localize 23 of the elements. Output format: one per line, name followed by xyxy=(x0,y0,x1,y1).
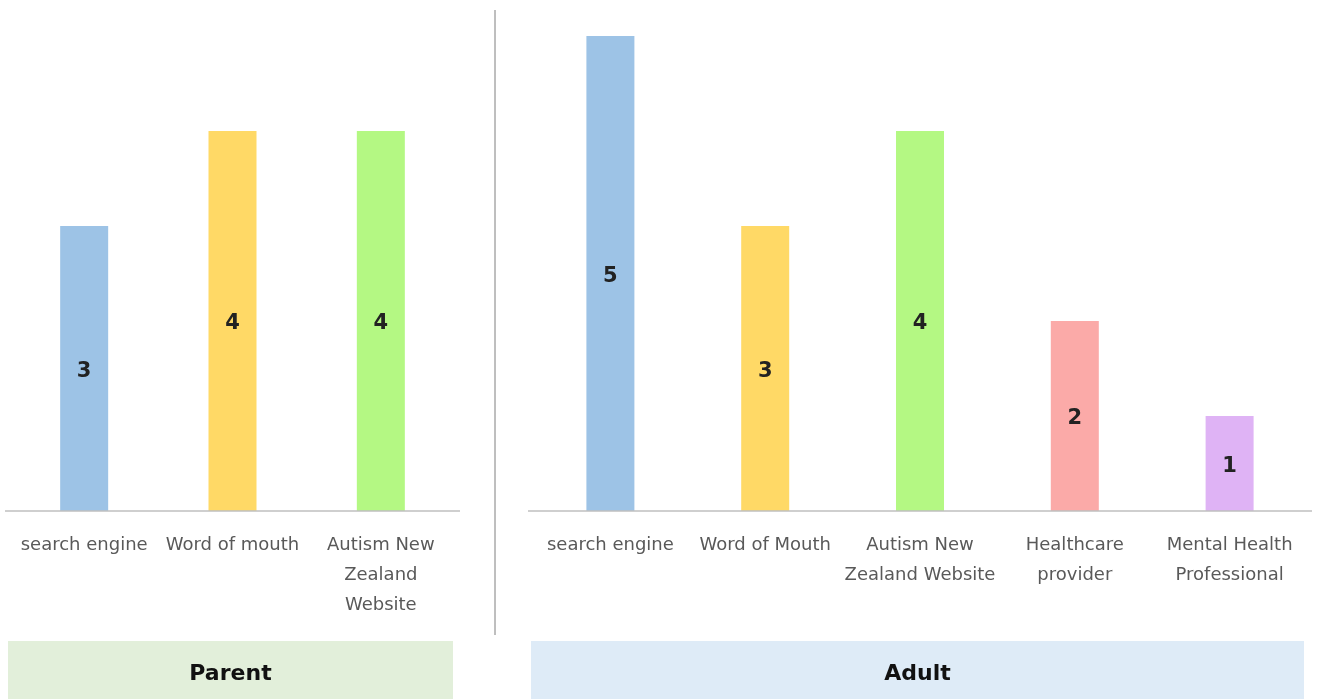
text: Parent xyxy=(189,660,273,685)
bar xyxy=(586,36,635,511)
data-label: 4 xyxy=(225,310,240,334)
data-label: 3 xyxy=(76,357,92,382)
data-label: 4 xyxy=(912,310,928,334)
x-tick-label: Mental Health Professional xyxy=(1166,533,1293,584)
bar xyxy=(1205,416,1254,511)
bar xyxy=(896,131,944,511)
data-label: 4 xyxy=(373,310,389,334)
x-tick-label: search engine xyxy=(546,533,674,554)
x-tick-label: search engine xyxy=(20,533,148,554)
bar xyxy=(1050,321,1099,511)
data-label: 2 xyxy=(1067,405,1083,429)
data-label: 3 xyxy=(757,357,773,382)
data-label: 1 xyxy=(1222,452,1237,477)
x-tick-label: Autism New Zealand Website xyxy=(844,533,996,584)
bar xyxy=(741,226,790,511)
x-tick-label: Autism New Zealand Website xyxy=(326,533,435,614)
x-tick-label: Word of mouth xyxy=(165,533,300,554)
x-tick-label: Healthcare provider xyxy=(1025,533,1124,584)
x-tick-label: Word of Mouth xyxy=(699,533,831,554)
text: Adult xyxy=(884,660,952,685)
data-label: 5 xyxy=(603,262,618,287)
